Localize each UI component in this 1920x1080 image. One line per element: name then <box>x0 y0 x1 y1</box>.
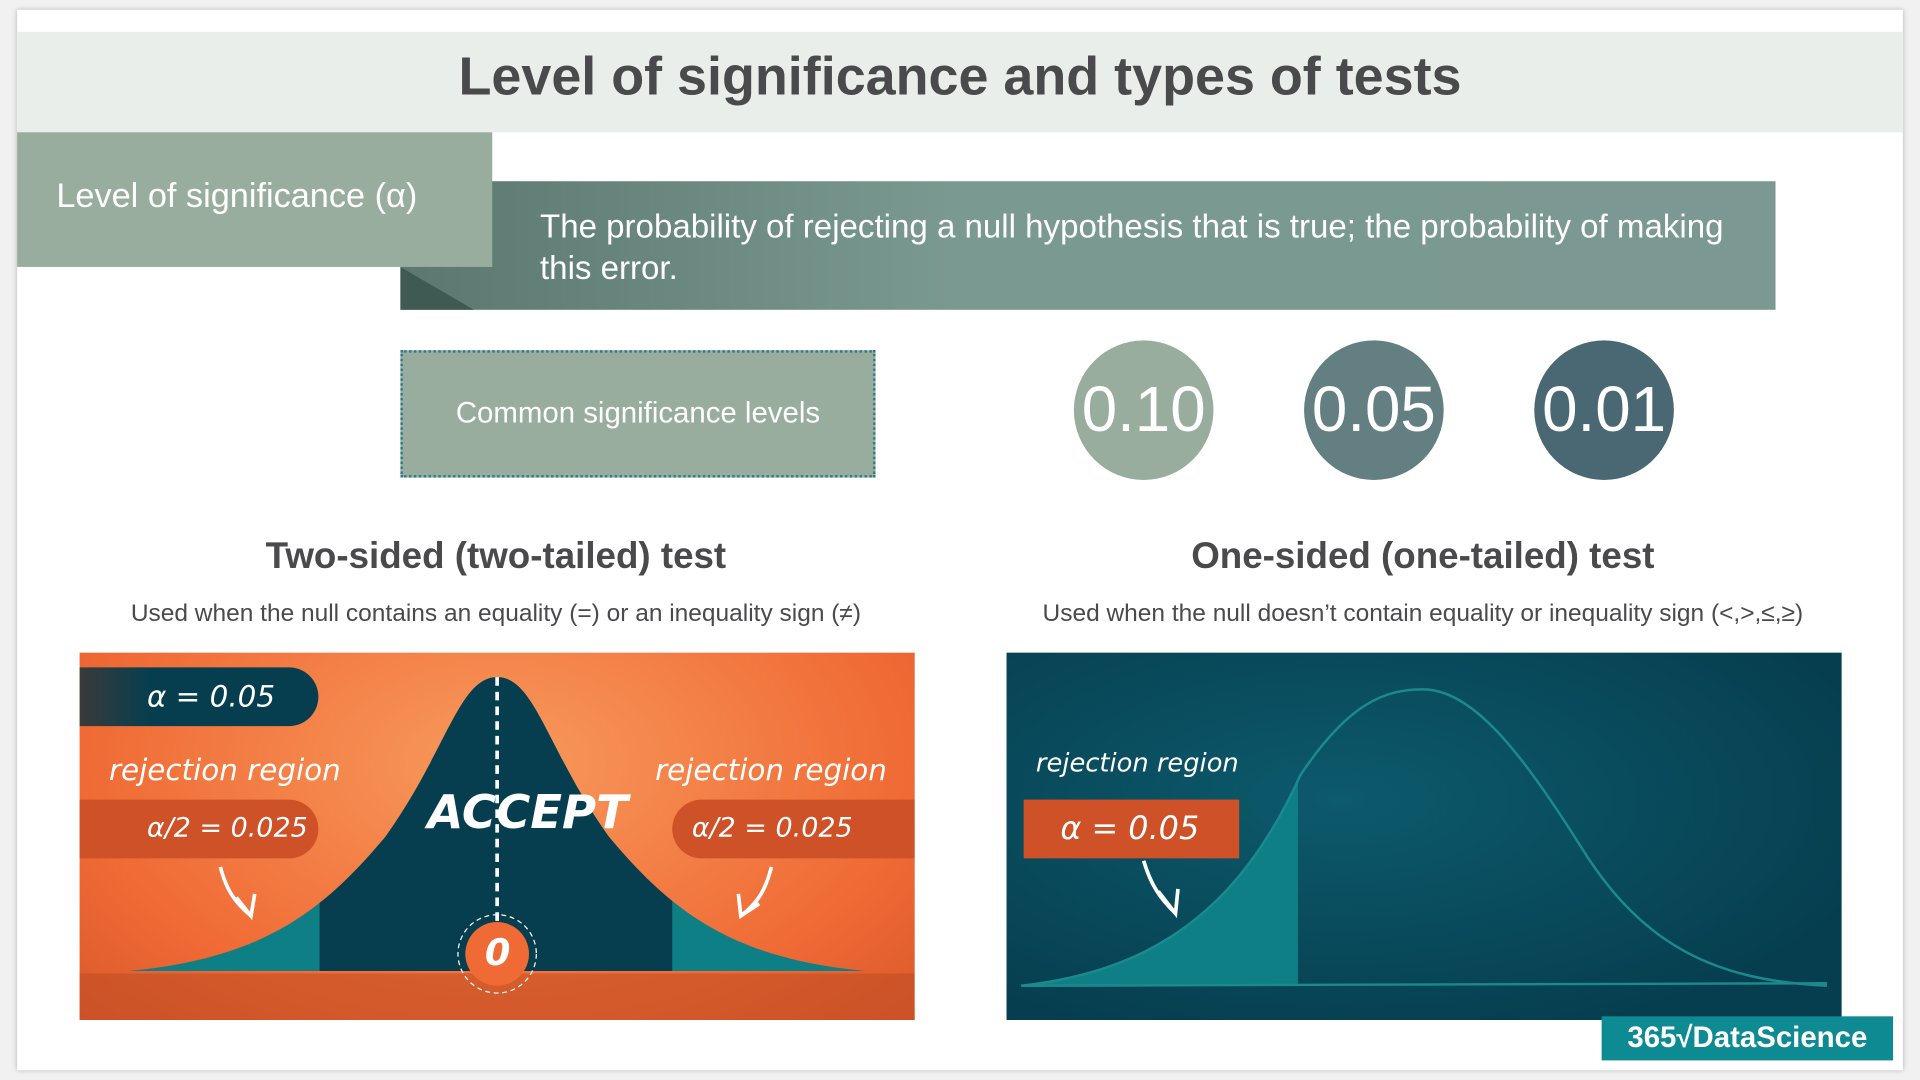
definition-text: The probability of rejecting a null hypo… <box>540 208 1724 287</box>
one-sided-illustration: rejection region α = 0.05 <box>1006 652 1842 1021</box>
title-bar <box>17 31 1903 133</box>
definition-fold <box>400 266 474 310</box>
page-title: Level of significance and types of tests <box>458 46 1462 107</box>
brand-logo: 365√DataScience <box>1601 1016 1894 1061</box>
rejection-label: rejection region <box>1035 748 1239 778</box>
common-levels-label: Common significance levels <box>400 350 876 478</box>
one-sided-description: Used when the null doesn’t contain equal… <box>1042 600 1804 627</box>
level-circle-010: 0.10 <box>1073 340 1214 481</box>
left-rejection-label: rejection region <box>108 753 341 788</box>
level-circle-005: 0.05 <box>1304 340 1444 481</box>
two-sided-heading: Two-sided (two-tailed) test <box>265 536 727 577</box>
slide: Level of significance and types of tests… <box>17 9 1903 1071</box>
two-sided-description: Used when the null contains an equality … <box>130 600 862 627</box>
one-sided-heading: One-sided (one-tailed) test <box>1191 536 1655 577</box>
right-alpha-half: α/2 = 0.025 <box>672 799 915 859</box>
accept-label: ACCEPT <box>427 784 628 839</box>
right-rejection-label: rejection region <box>655 753 887 788</box>
zero-label: 0 <box>484 931 511 975</box>
term-label: Level of significance (α) <box>17 132 493 267</box>
level-circle-001: 0.01 <box>1534 340 1674 481</box>
left-alpha-half: α/2 = 0.025 <box>79 799 319 859</box>
alpha-badge: α = 0.05 <box>79 667 319 727</box>
alpha-badge: α = 0.05 <box>1023 799 1240 859</box>
two-sided-illustration: α = 0.05 rejection region α/2 = 0.025 re… <box>79 652 915 1021</box>
definition-box <box>400 181 1776 310</box>
